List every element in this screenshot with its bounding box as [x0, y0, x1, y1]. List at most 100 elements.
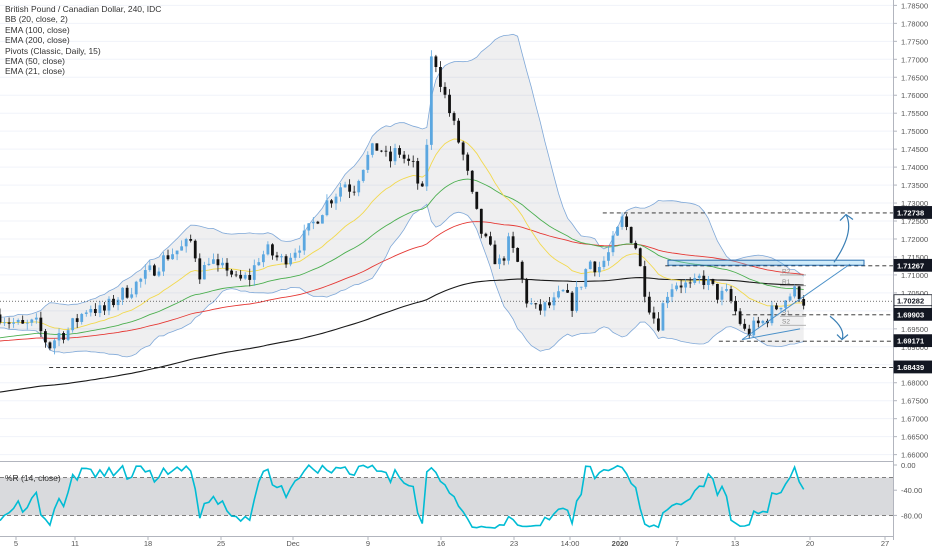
y-tick-label: 1.67000 [901, 415, 928, 424]
candle-body [488, 236, 492, 245]
y-tick-label: 1.78500 [901, 1, 928, 10]
bollinger-upper [0, 33, 804, 318]
candle-body [457, 120, 461, 143]
y-tick-label: 1.73500 [901, 181, 928, 190]
candle-body [788, 296, 792, 301]
williams-r-pane: 0.00 -40.00 -80.00 [0, 461, 922, 529]
x-tick-label: 13 [731, 539, 739, 548]
candle-body [98, 305, 102, 314]
candle-body [53, 340, 56, 349]
candle-body [162, 255, 165, 272]
candle-body [30, 319, 34, 323]
candle-body [566, 289, 569, 293]
candle-body [62, 333, 65, 340]
chart-legend: British Pound / Canadian Dollar, 240, ID… [5, 4, 161, 77]
candle-body [339, 187, 342, 197]
candle-body [361, 169, 365, 181]
williams-r-legend: %R (14, close) [5, 473, 61, 483]
wr-line [0, 464, 805, 529]
candle-body [439, 66, 442, 87]
y-tick-label: 1.69000 [901, 343, 928, 352]
candle-body [452, 113, 456, 121]
candle-body [284, 256, 288, 265]
candle-body [720, 290, 724, 300]
candle-body [407, 158, 411, 161]
pivot-label: S2 [782, 319, 790, 326]
candle-body [80, 313, 84, 322]
candle-body [693, 277, 697, 283]
candle-body [93, 308, 97, 314]
candle-body [189, 239, 193, 241]
candle-body [239, 274, 243, 279]
candle-body [316, 221, 320, 224]
candle-body [325, 200, 329, 216]
bollinger-lower [0, 203, 804, 358]
candle-body [484, 233, 488, 237]
candle-body [116, 299, 120, 306]
candle-body [647, 296, 651, 313]
x-tick-label: 5 [14, 539, 18, 548]
candle-body [393, 148, 397, 162]
candle-body [352, 191, 356, 193]
ema-21 [0, 138, 804, 330]
price-label: 1.69171 [897, 337, 924, 346]
candle-body [357, 180, 361, 193]
candle-body [743, 323, 747, 329]
price-label: 1.70282 [897, 297, 924, 306]
candle-body [611, 235, 615, 253]
candle-body [507, 236, 510, 261]
candle-body [75, 318, 79, 322]
candle-body [207, 263, 211, 266]
candle-body [171, 254, 174, 260]
candle-body [320, 215, 324, 224]
price-label-box [893, 258, 932, 272]
candle-body [193, 240, 197, 259]
candle-body [266, 244, 270, 255]
candle-body [261, 254, 265, 263]
candle-body [121, 287, 124, 300]
candle-body [134, 281, 138, 295]
candle-body [461, 142, 465, 155]
candle-body [25, 322, 29, 324]
candle-body [529, 303, 533, 305]
candle-body [520, 261, 524, 280]
price-label: 1.71267 [897, 261, 924, 270]
pivot-label: S1 [782, 310, 790, 317]
candle-body [3, 322, 6, 324]
x-tick-label: 25 [217, 539, 225, 548]
candle-body [257, 262, 261, 266]
candle-body [779, 307, 783, 310]
candle-body [271, 244, 274, 256]
x-tick-label: Dec [286, 539, 300, 548]
candle-body [534, 303, 538, 305]
candle-body [634, 242, 638, 249]
candle-body [48, 342, 52, 349]
candle-body [243, 275, 247, 279]
candle-body [752, 320, 756, 336]
candle-body [7, 322, 11, 324]
candle-body [275, 255, 279, 258]
legend-ema200: EMA (200, close) [5, 35, 70, 46]
price-label-box [893, 307, 932, 321]
candle-body [34, 317, 38, 320]
y-axis: 1.78500 1.78000 1.77500 1.77000 1.76500 1.760… [893, 1, 928, 460]
x-tick-label: 27 [881, 539, 889, 548]
y-tick-label: 1.70500 [901, 289, 928, 298]
legend-ema50: EMA (50, close) [5, 56, 65, 67]
candle-body [543, 302, 547, 311]
candle-body [493, 244, 497, 265]
x-tick-label: 20 [806, 539, 814, 548]
candle-body [380, 150, 383, 152]
y-tick-label: 1.71000 [901, 271, 928, 280]
candle-body [157, 271, 161, 276]
y-tick-label: 1.69500 [901, 325, 928, 334]
candle-body [89, 308, 93, 313]
candle-body [298, 250, 302, 253]
y-tick-label: 1.66500 [901, 433, 928, 442]
candle-body [620, 216, 624, 227]
candle-body [688, 282, 692, 284]
candle-body [130, 294, 134, 298]
y-tick-label: 1.72500 [901, 217, 928, 226]
y-tick-label: 1.77500 [901, 37, 928, 46]
